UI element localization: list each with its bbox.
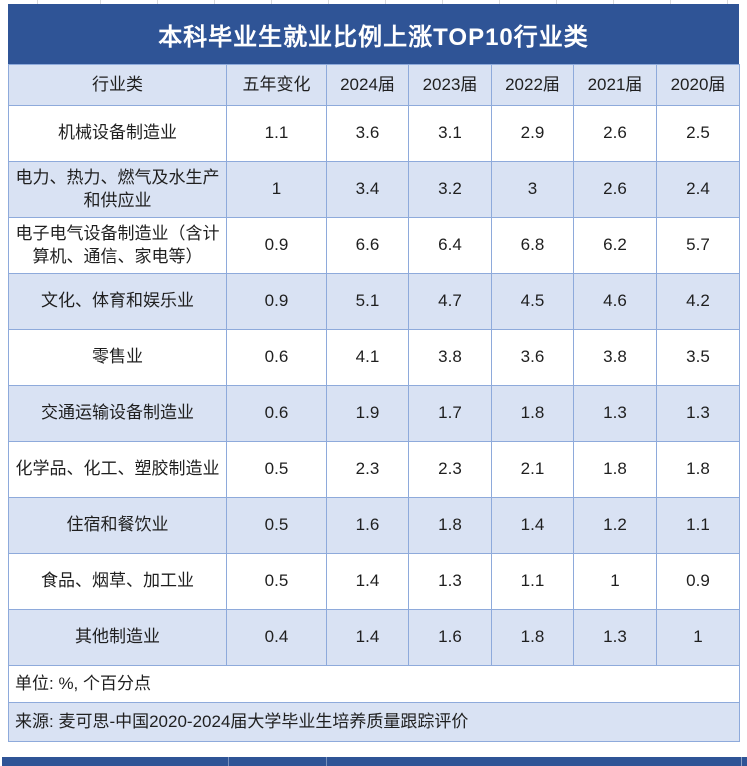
table-row: 电子电气设备制造业（含计算机、通信、家电等） 0.9 6.6 6.4 6.8 6.2 5.7: [8, 217, 740, 274]
year-value-cell: 3: [491, 161, 574, 218]
table-row: 机械设备制造业 1.1 3.6 3.1 2.9 2.6 2.5: [8, 105, 740, 162]
five-year-change-cell: 0.9: [226, 217, 327, 274]
year-value-cell: 2.6: [573, 161, 657, 218]
five-year-change-cell: 0.5: [226, 497, 327, 554]
source-note: 来源: 麦可思-中国2020-2024届大学毕业生培养质量跟踪评价: [8, 702, 740, 742]
source-row: 来源: 麦可思-中国2020-2024届大学毕业生培养质量跟踪评价: [8, 702, 740, 742]
col-header-industry: 行业类: [8, 64, 227, 106]
year-value-cell: 1.3: [573, 385, 657, 442]
year-value-cell: 6.4: [408, 217, 492, 274]
year-value-cell: 2.4: [656, 161, 740, 218]
five-year-change-cell: 0.6: [226, 385, 327, 442]
year-value-cell: 1.6: [326, 497, 409, 554]
year-value-cell: 4.7: [408, 273, 492, 330]
year-value-cell: 4.5: [491, 273, 574, 330]
five-year-change-cell: 0.5: [226, 553, 327, 610]
five-year-change-cell: 0.5: [226, 441, 327, 498]
year-value-cell: 1.4: [326, 553, 409, 610]
industry-cell: 食品、烟草、加工业: [8, 553, 227, 610]
year-value-cell: 3.4: [326, 161, 409, 218]
header-row: 行业类 五年变化 2024届 2023届 2022届 2021届 2020届: [8, 64, 740, 106]
col-header-2024: 2024届: [326, 64, 409, 106]
industry-cell: 交通运输设备制造业: [8, 385, 227, 442]
year-value-cell: 1.8: [408, 497, 492, 554]
industry-cell: 其他制造业: [8, 609, 227, 666]
table-row: 零售业 0.6 4.1 3.8 3.6 3.8 3.5: [8, 329, 740, 386]
year-value-cell: 1.8: [491, 609, 574, 666]
year-value-cell: 2.3: [408, 441, 492, 498]
five-year-change-cell: 0.4: [226, 609, 327, 666]
table-row: 交通运输设备制造业 0.6 1.9 1.7 1.8 1.3 1.3: [8, 385, 740, 442]
col-header-2020: 2020届: [656, 64, 740, 106]
year-value-cell: 3.6: [326, 105, 409, 162]
year-value-cell: 1.4: [326, 609, 409, 666]
five-year-change-cell: 0.6: [226, 329, 327, 386]
year-value-cell: 3.2: [408, 161, 492, 218]
year-value-cell: 0.9: [656, 553, 740, 610]
table-body: 机械设备制造业 1.1 3.6 3.1 2.9 2.6 2.5 电力、热力、燃气及水生产和供应…: [8, 105, 740, 666]
year-value-cell: 4.6: [573, 273, 657, 330]
year-value-cell: 2.9: [491, 105, 574, 162]
year-value-cell: 2.5: [656, 105, 740, 162]
table-row: 电力、热力、燃气及水生产和供应业 1 3.4 3.2 3 2.6 2.4: [8, 161, 740, 218]
year-value-cell: 2.6: [573, 105, 657, 162]
year-value-cell: 1.1: [491, 553, 574, 610]
industry-cell: 电力、热力、燃气及水生产和供应业: [8, 161, 227, 218]
col-header-2022: 2022届: [491, 64, 574, 106]
five-year-change-cell: 1: [226, 161, 327, 218]
year-value-cell: 1.8: [573, 441, 657, 498]
year-value-cell: 4.1: [326, 329, 409, 386]
year-value-cell: 1.6: [408, 609, 492, 666]
table-row: 食品、烟草、加工业 0.5 1.4 1.3 1.1 1 0.9: [8, 553, 740, 610]
year-value-cell: 2.3: [326, 441, 409, 498]
unit-note: 单位: %, 个百分点: [8, 665, 740, 703]
sheet-top-gridline-strip: [0, 0, 747, 4]
year-value-cell: 1.8: [491, 385, 574, 442]
industry-cell: 文化、体育和娱乐业: [8, 273, 227, 330]
year-value-cell: 4.2: [656, 273, 740, 330]
year-value-cell: 6.8: [491, 217, 574, 274]
year-value-cell: 3.1: [408, 105, 492, 162]
year-value-cell: 6.2: [573, 217, 657, 274]
year-value-cell: 1: [656, 609, 740, 666]
table-row: 文化、体育和娱乐业 0.9 5.1 4.7 4.5 4.6 4.2: [8, 273, 740, 330]
year-value-cell: 5.7: [656, 217, 740, 274]
five-year-change-cell: 0.9: [226, 273, 327, 330]
year-value-cell: 3.8: [573, 329, 657, 386]
year-value-cell: 1.9: [326, 385, 409, 442]
sheet-bottom-band: [0, 757, 747, 766]
table-row: 住宿和餐饮业 0.5 1.6 1.8 1.4 1.2 1.1: [8, 497, 740, 554]
year-value-cell: 1.3: [408, 553, 492, 610]
year-value-cell: 6.6: [326, 217, 409, 274]
unit-note-row: 单位: %, 个百分点: [8, 665, 740, 703]
table-title: 本科毕业生就业比例上涨TOP10行业类: [8, 4, 739, 64]
industry-cell: 化学品、化工、塑胶制造业: [8, 441, 227, 498]
year-value-cell: 1.4: [491, 497, 574, 554]
year-value-cell: 5.1: [326, 273, 409, 330]
table-row: 其他制造业 0.4 1.4 1.6 1.8 1.3 1: [8, 609, 740, 666]
table-row: 化学品、化工、塑胶制造业 0.5 2.3 2.3 2.1 1.8 1.8: [8, 441, 740, 498]
col-header-five-year-change: 五年变化: [226, 64, 327, 106]
year-value-cell: 1.3: [573, 609, 657, 666]
year-value-cell: 3.8: [408, 329, 492, 386]
year-value-cell: 2.1: [491, 441, 574, 498]
year-value-cell: 1.3: [656, 385, 740, 442]
col-header-2021: 2021届: [573, 64, 657, 106]
industry-cell: 零售业: [8, 329, 227, 386]
industry-cell: 电子电气设备制造业（含计算机、通信、家电等）: [8, 217, 227, 274]
industry-employment-table: 行业类 五年变化 2024届 2023届 2022届 2021届 2020届 机…: [8, 64, 740, 742]
year-value-cell: 1.2: [573, 497, 657, 554]
year-value-cell: 1.7: [408, 385, 492, 442]
year-value-cell: 1.8: [656, 441, 740, 498]
year-value-cell: 1: [573, 553, 657, 610]
col-header-2023: 2023届: [408, 64, 492, 106]
five-year-change-cell: 1.1: [226, 105, 327, 162]
industry-cell: 住宿和餐饮业: [8, 497, 227, 554]
year-value-cell: 1.1: [656, 497, 740, 554]
sheet: 本科毕业生就业比例上涨TOP10行业类 行业类 五年变化 2024届 2023届…: [8, 4, 740, 742]
year-value-cell: 3.5: [656, 329, 740, 386]
industry-cell: 机械设备制造业: [8, 105, 227, 162]
year-value-cell: 3.6: [491, 329, 574, 386]
